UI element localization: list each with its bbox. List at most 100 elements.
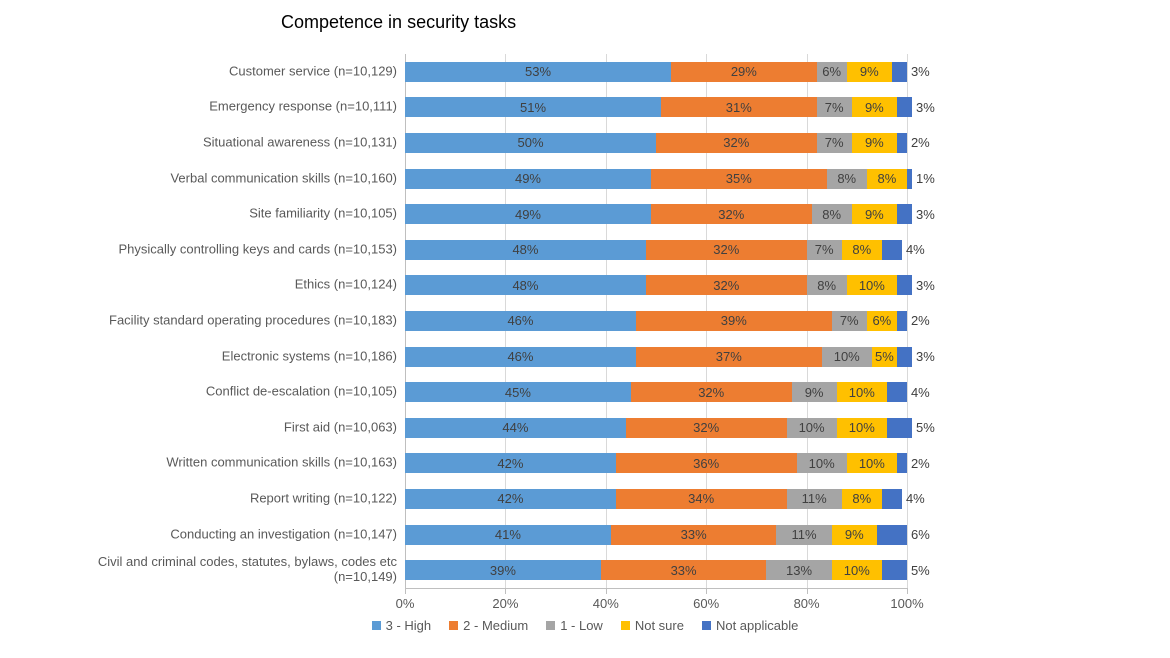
bar-segment-notsure: 8% [867,169,907,189]
bar-segment-medium: 37% [636,347,822,367]
bar-segment-low: 8% [827,169,867,189]
bar-segment-medium: 32% [646,240,807,260]
bar-segment-label: 9% [865,207,884,222]
bar-segment-medium: 39% [636,311,832,331]
bar-segment-na: 2% [897,453,907,473]
bar-segment-label: 5% [875,349,894,364]
bar-segment-notsure: 6% [867,311,897,331]
legend-swatch [621,621,630,630]
bar-segment-label: 34% [688,491,714,506]
bar-segment-label: 32% [713,242,739,257]
x-tick-label: 100% [890,596,923,611]
bar-segment-low: 7% [807,240,842,260]
legend-swatch [372,621,381,630]
category-label: Ethics (n=10,124) [97,278,405,293]
bar-segment-label: 42% [497,491,523,506]
chart-plot-area: 0%20%40%60%80%100%Customer service (n=10… [405,54,907,588]
stacked-bar: 46%39%7%6%2% [405,311,907,331]
bar-segment-label: 33% [681,527,707,542]
bar-segment-label: 9% [805,385,824,400]
bar-segment-label: 48% [512,242,538,257]
chart-row: Situational awareness (n=10,131)50%32%7%… [405,125,907,161]
bar-segment-low: 7% [817,133,852,153]
bar-segment-medium: 29% [671,62,817,82]
bar-segment-label: 5% [912,420,935,435]
bar-segment-medium: 33% [601,560,767,580]
legend-item-notsure: Not sure [621,618,684,633]
bar-segment-high: 49% [405,169,651,189]
stacked-bar: 51%31%7%9%3% [405,97,912,117]
bar-segment-label: 33% [671,563,697,578]
bar-segment-na: 3% [897,275,912,295]
bar-segment-notsure: 10% [837,382,887,402]
x-tick-label: 0% [396,596,415,611]
stacked-bar: 44%32%10%10%5% [405,418,912,438]
bar-segment-low: 9% [792,382,837,402]
bar-segment-medium: 32% [651,204,812,224]
bar-segment-low: 7% [817,97,852,117]
bar-segment-label: 10% [859,456,885,471]
stacked-bar: 48% 32% 7%8%4% [405,240,902,260]
bar-segment-high: 42% [405,489,616,509]
stacked-bar: 46%37%10%5%3% [405,347,912,367]
bar-segment-low: 11% [776,525,831,545]
bar-segment-na: 4% [882,489,902,509]
bar-segment-na: 4% [882,240,902,260]
category-label: Verbal communication skills (n=10,160) [97,171,405,186]
bar-segment-notsure: 9% [852,97,897,117]
bar-segment-label: 4% [902,242,925,257]
bar-segment-notsure: 9% [852,204,897,224]
chart-row: Site familiarity (n=10,105)49%32%8%9%3% [405,196,907,232]
x-tick-label: 40% [593,596,619,611]
chart-row: Emergency response (n=10,111)51%31%7%9%3… [405,90,907,126]
bar-segment-label: 10% [859,278,885,293]
bar-segment-medium: 32% [626,418,787,438]
category-label: Customer service (n=10,129) [97,64,405,79]
bar-segment-label: 8% [837,171,856,186]
chart-row: Customer service (n=10,129)53%29%6%9%3% [405,54,907,90]
bar-segment-label: 6% [822,64,841,79]
bar-segment-na: 1% [907,169,912,189]
bar-segment-label: 11% [802,491,827,506]
bar-segment-notsure: 10% [847,453,897,473]
bar-segment-notsure: 10% [847,275,897,295]
x-tick [907,588,908,594]
bar-segment-notsure: 8% [842,240,882,260]
bar-segment-label: 39% [721,313,747,328]
bar-segment-label: 48% [512,278,538,293]
bar-segment-high: 50% [405,133,656,153]
bar-segment-notsure: 10% [837,418,887,438]
bar-segment-na: 5% [882,560,907,580]
bar-segment-label: 35% [726,171,752,186]
bar-segment-label: 10% [834,349,860,364]
chart-row: Report writing (n=10,122)42%34%11%8%4% [405,481,907,517]
chart-title: Competence in security tasks [281,12,516,33]
bar-segment-label: 32% [723,135,749,150]
bar-segment-label: 44% [502,420,528,435]
bar-segment-label: 7% [840,313,859,328]
bar-segment-label: 10% [809,456,835,471]
legend-swatch [449,621,458,630]
x-tick-label: 80% [794,596,820,611]
bar-segment-na: 4% [887,382,907,402]
bar-segment-low: 13% [766,560,831,580]
category-label: Emergency response (n=10,111) [97,100,405,115]
chart-row: Civil and criminal codes, statutes, byla… [405,552,907,588]
bar-segment-label: 6% [907,527,930,542]
bar-segment-low: 8% [807,275,847,295]
category-label: Site familiarity (n=10,105) [97,207,405,222]
bar-segment-medium: 36% [616,453,797,473]
bar-segment-medium: 32% [646,275,807,295]
bar-segment-na: 5% [887,418,912,438]
chart-row: Electronic systems (n=10,186)46%37%10%5%… [405,339,907,375]
bar-segment-label: 45% [505,385,531,400]
bar-segment-low: 11% [787,489,842,509]
bar-segment-label: 2% [907,456,930,471]
chart-legend: 3 - High2 - Medium1 - LowNot sureNot app… [0,618,1170,633]
category-label: Situational awareness (n=10,131) [97,136,405,151]
bar-segment-label: 6% [872,313,891,328]
bar-segment-label: 4% [907,385,930,400]
bar-segment-high: 51% [405,97,661,117]
bar-segment-label: 9% [845,527,864,542]
bar-segment-label: 1% [912,171,935,186]
